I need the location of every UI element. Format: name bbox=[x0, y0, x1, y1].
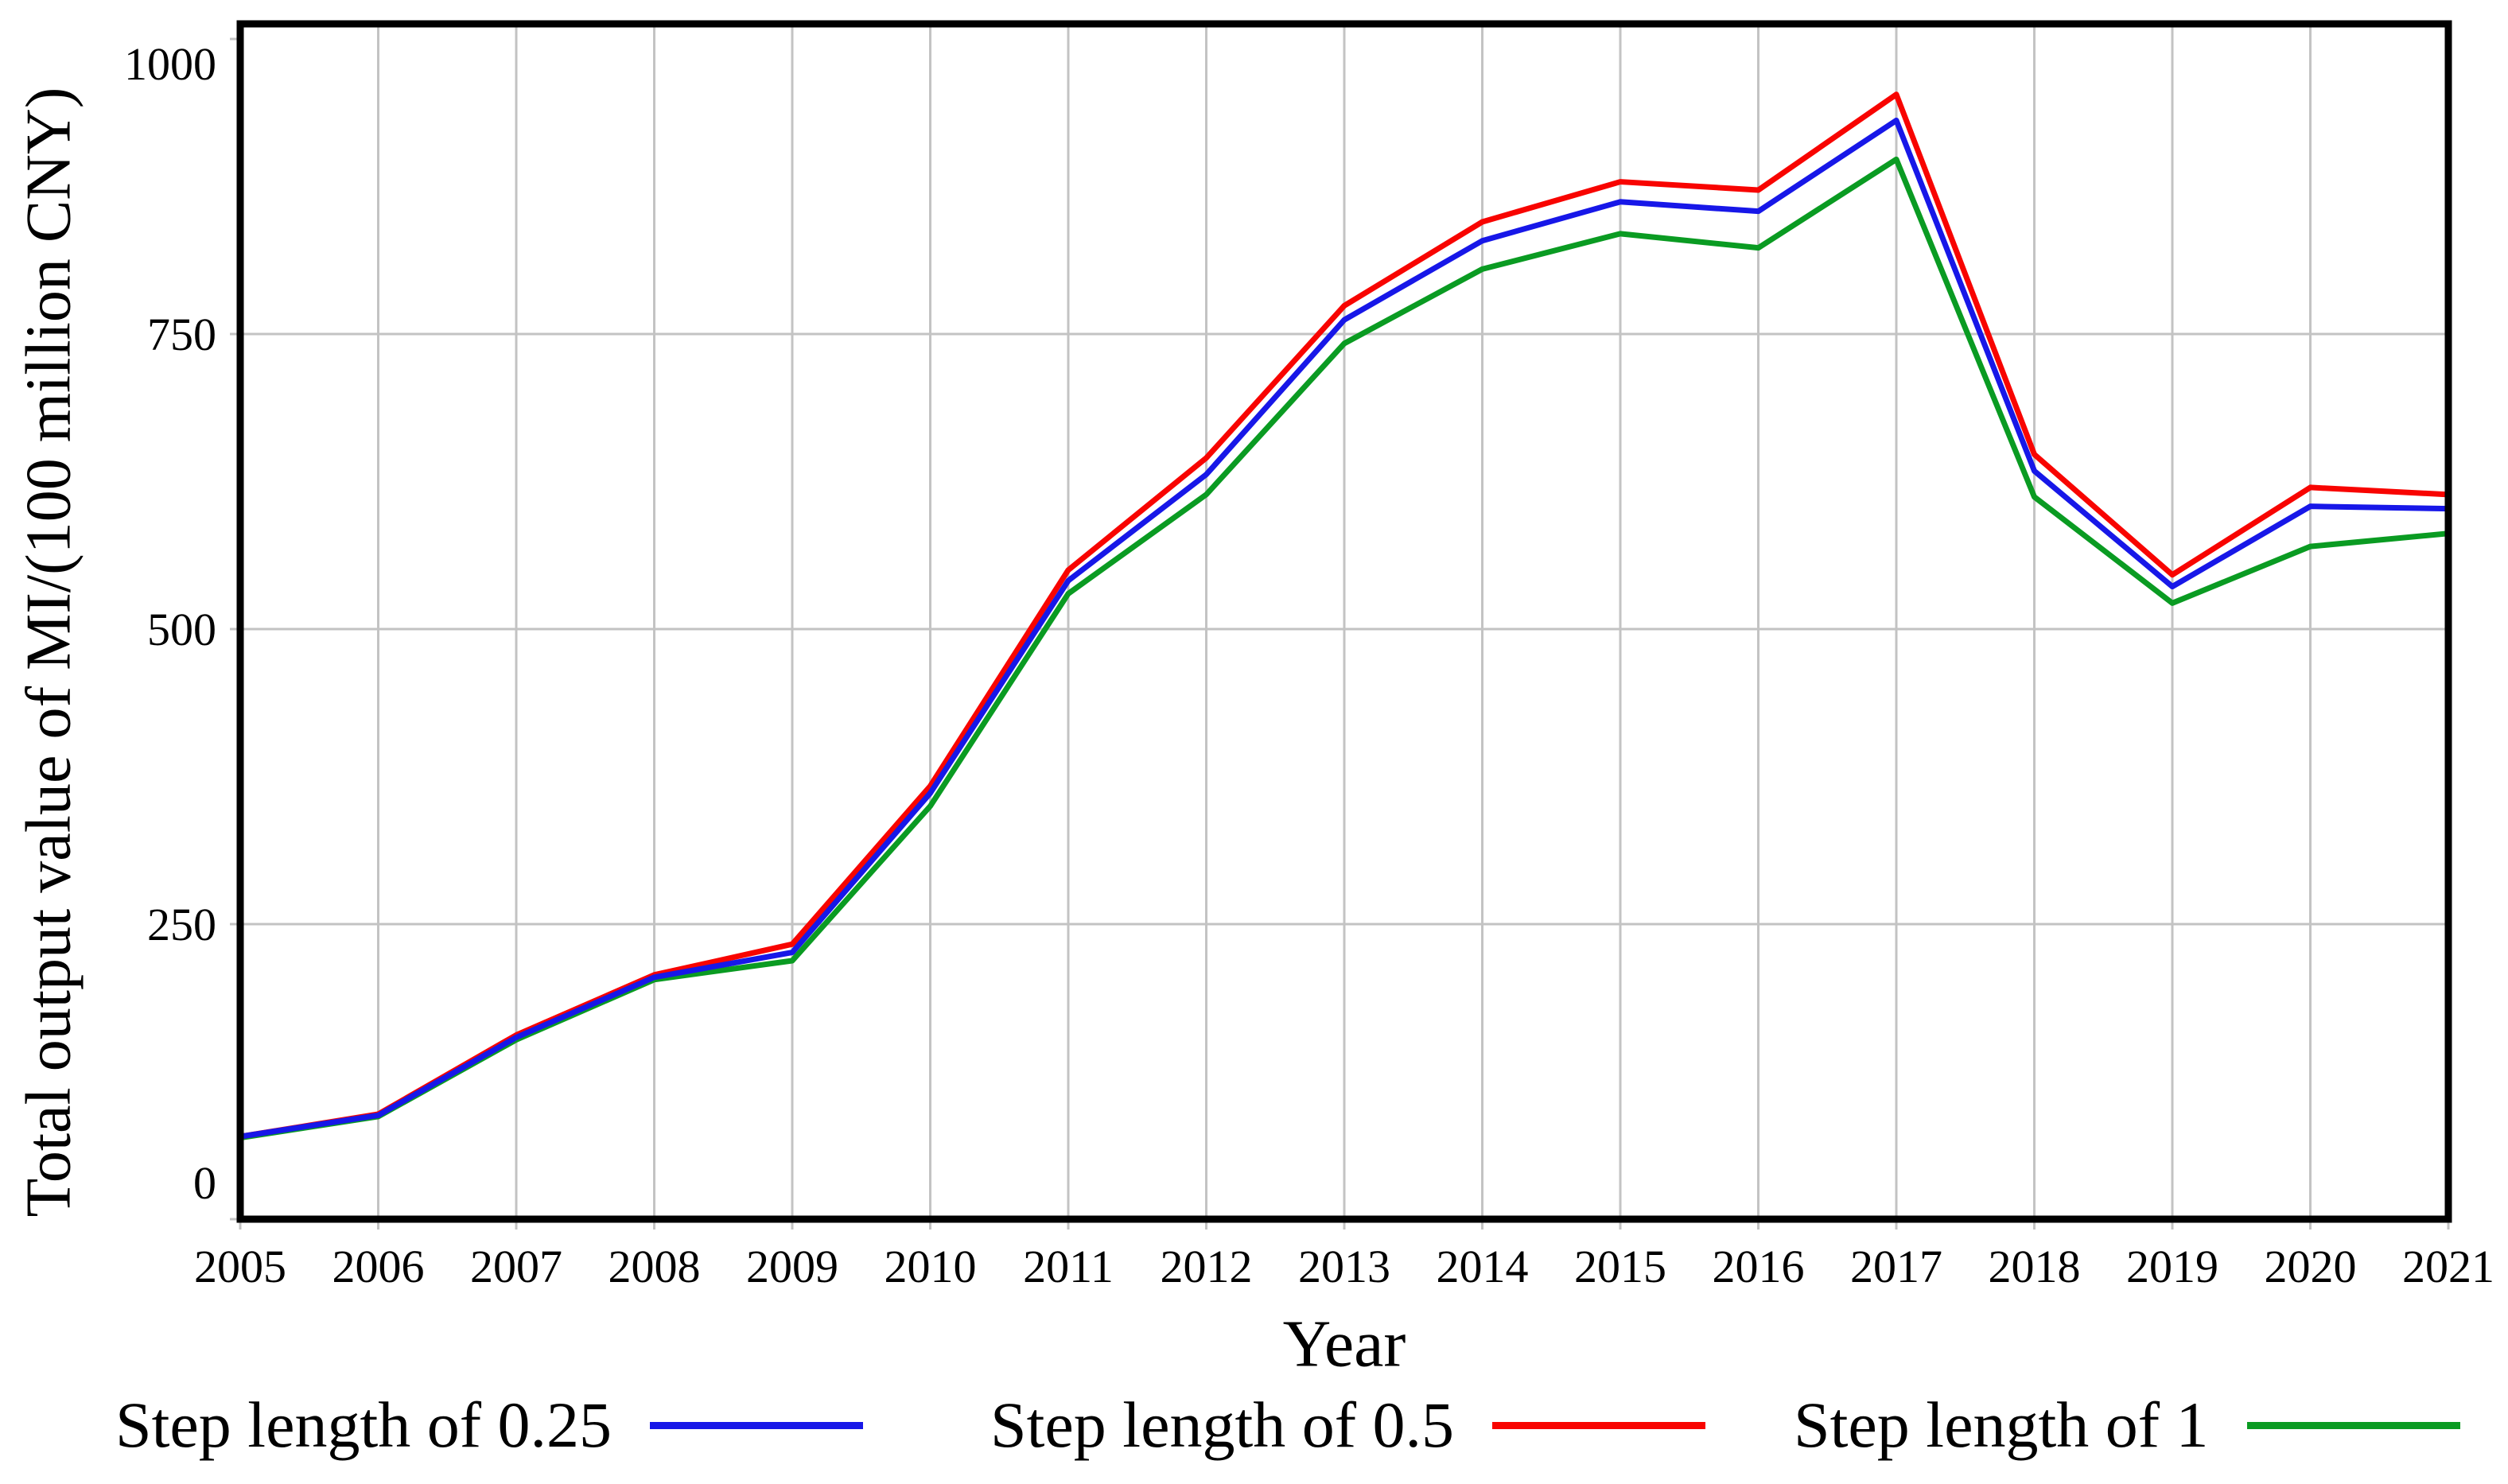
x-tick-label: 2010 bbox=[885, 1241, 977, 1292]
x-tick-label: 2016 bbox=[1713, 1241, 1805, 1292]
y-tick-labels: 0 250 500 750 1000 bbox=[124, 38, 216, 1209]
legend-item-step-025: Step length of 0.25 bbox=[115, 1384, 864, 1467]
y-tick-label: 750 bbox=[147, 309, 216, 360]
x-tick-label: 2018 bbox=[1989, 1241, 2081, 1292]
series-lines bbox=[239, 91, 2449, 1141]
x-axis-title: Year bbox=[1282, 1307, 1406, 1381]
y-axis-title: Total output value of MI/(100 million CN… bbox=[14, 87, 84, 1218]
y-tick-label: 250 bbox=[147, 899, 216, 950]
legend-line-swatch-red bbox=[1492, 1421, 1706, 1429]
x-tick-labels: 2005 2006 2007 2008 2009 2010 2011 2012 2013 2014… bbox=[194, 1241, 2494, 1292]
x-tick-label: 2008 bbox=[609, 1241, 701, 1292]
legend-label: Step length of 1 bbox=[1794, 1389, 2209, 1461]
x-tick-label: 2020 bbox=[2265, 1241, 2357, 1292]
legend-label: Step length of 0.25 bbox=[115, 1389, 612, 1461]
legend-line-swatch-blue bbox=[650, 1421, 864, 1429]
x-tick-label: 2019 bbox=[2126, 1241, 2218, 1292]
x-tick-label: 2017 bbox=[1850, 1241, 1942, 1292]
x-tick-label: 2015 bbox=[1574, 1241, 1666, 1292]
legend-label: Step length of 0.5 bbox=[990, 1389, 1455, 1461]
x-tick-label: 2021 bbox=[2402, 1241, 2494, 1292]
x-tick-label: 2005 bbox=[194, 1241, 286, 1292]
x-tick-label: 2011 bbox=[1023, 1241, 1114, 1292]
y-tick-label: 500 bbox=[147, 604, 216, 655]
x-tick-label: 2009 bbox=[746, 1241, 838, 1292]
legend-item-step-05: Step length of 0.5 bbox=[990, 1384, 1706, 1467]
y-tick-label: 1000 bbox=[124, 38, 216, 90]
y-tick-label: 0 bbox=[193, 1157, 216, 1209]
series-line-step-length-of-0-25 bbox=[239, 117, 2449, 1140]
x-tick-label: 2014 bbox=[1437, 1241, 1529, 1292]
x-tick-label: 2012 bbox=[1161, 1241, 1253, 1292]
x-tick-label: 2007 bbox=[470, 1241, 562, 1292]
legend-item-step-1: Step length of 1 bbox=[1794, 1384, 2460, 1467]
legend-line-swatch-green bbox=[2246, 1421, 2460, 1429]
plot-frame bbox=[236, 20, 2452, 1223]
x-tick-label: 2013 bbox=[1298, 1241, 1390, 1292]
x-tick-label: 2006 bbox=[332, 1241, 425, 1292]
gridlines bbox=[230, 24, 2450, 1230]
